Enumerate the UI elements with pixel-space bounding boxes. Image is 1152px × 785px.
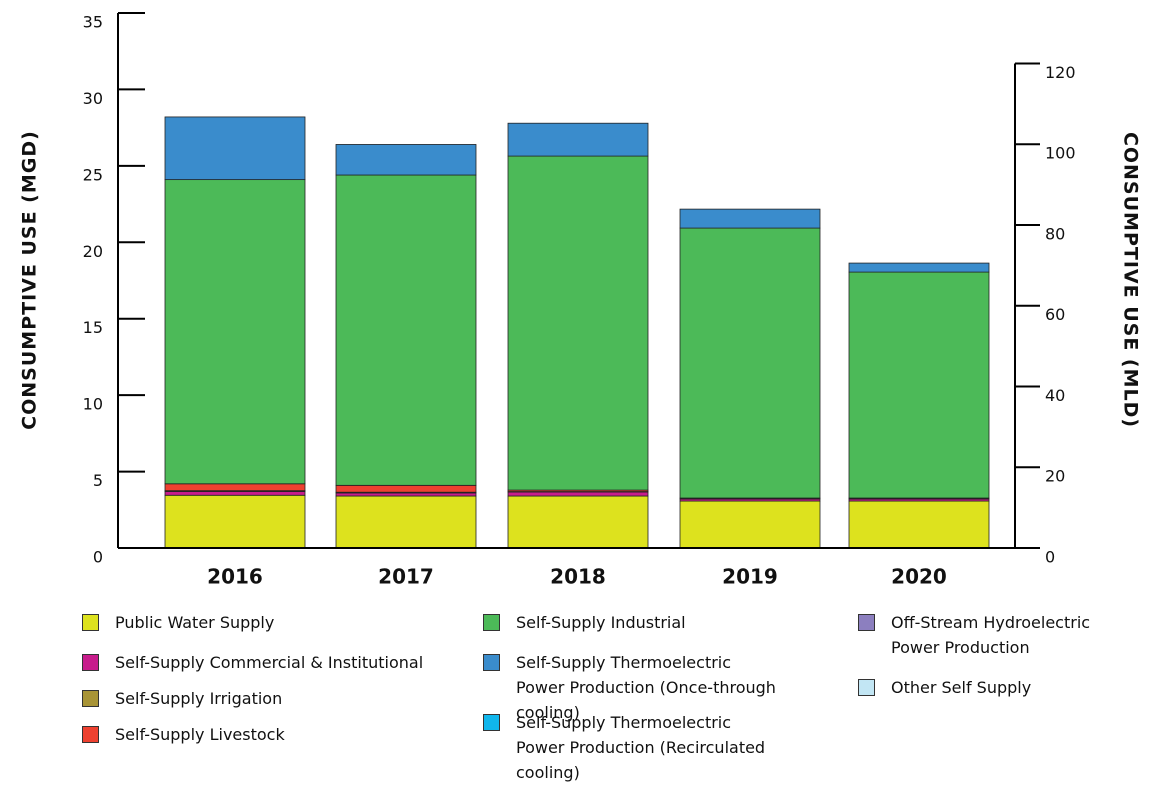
y-tick-label: 30	[83, 89, 103, 108]
y2-axis-title: CONSUMPTIVE USE (MLD)	[1120, 132, 1142, 428]
bar-segment	[336, 144, 476, 175]
legend-swatch	[483, 654, 500, 671]
legend-swatch	[82, 726, 99, 743]
legend-swatch	[82, 654, 99, 671]
y-axis-title: CONSUMPTIVE USE (MGD)	[19, 130, 41, 430]
y2-tick-label: 100	[1045, 144, 1076, 163]
bar-segment	[336, 493, 476, 496]
bar-segment	[508, 492, 648, 496]
legend-label: Off-Stream Hydroelectric Power Productio…	[891, 610, 1098, 660]
legend-label: Public Water Supply	[115, 610, 274, 635]
bar-segment	[336, 496, 476, 548]
page: {"chart_data": { "type": "stacked_bar", …	[0, 0, 1152, 756]
bar-segment	[849, 263, 989, 272]
bar-segment	[165, 180, 305, 484]
bar-segment	[336, 485, 476, 492]
legend-item: Public Water Supply	[82, 610, 412, 635]
bar-segment	[165, 495, 305, 548]
y-tick-label: 25	[83, 165, 103, 184]
legend-item: Self-Supply Commercial & Institutional	[82, 650, 462, 675]
y-tick-label: 0	[93, 548, 103, 567]
y2-tick-label: 80	[1045, 224, 1065, 243]
legend-label: Self-Supply Commercial & Institutional	[115, 650, 423, 675]
legend-label: Self-Supply Irrigation	[115, 686, 282, 711]
bar-segment	[508, 123, 648, 156]
bar-segment	[165, 484, 305, 491]
bar-segment	[165, 491, 305, 495]
legend-item: Off-Stream Hydroelectric Power Productio…	[858, 610, 1098, 660]
y2-tick-label: 120	[1045, 63, 1076, 82]
bar-segment	[165, 117, 305, 180]
legend-swatch	[858, 679, 875, 696]
legend-item: Self-Supply Thermoelectric Power Product…	[483, 710, 783, 785]
x-tick-label: 2019	[722, 565, 778, 589]
y-tick-label: 20	[83, 242, 103, 261]
y2-tick-label: 60	[1045, 305, 1065, 324]
bar-segment	[849, 501, 989, 548]
x-tick-label: 2020	[891, 565, 947, 589]
bar-segment	[680, 209, 820, 228]
legend-label: Self-Supply Livestock	[115, 722, 285, 747]
legend-swatch	[483, 614, 500, 631]
bar-segment	[508, 496, 648, 548]
legend-swatch	[82, 614, 99, 631]
bar-segment	[680, 501, 820, 548]
legend-swatch	[858, 614, 875, 631]
legend-item: Other Self Supply	[858, 675, 1098, 700]
legend-item: Self-Supply Irrigation	[82, 686, 412, 711]
legend-item: Self-Supply Livestock	[82, 722, 412, 747]
bar-segment	[680, 228, 820, 498]
x-tick-label: 2018	[550, 565, 606, 589]
y2-tick-label: 40	[1045, 386, 1065, 405]
legend-swatch	[82, 690, 99, 707]
y-tick-label: 5	[93, 471, 103, 490]
y-tick-label: 10	[83, 395, 103, 414]
legend-swatch	[483, 714, 500, 731]
x-tick-label: 2016	[207, 565, 263, 589]
legend-label: Other Self Supply	[891, 675, 1031, 700]
bar-segment	[849, 272, 989, 498]
y-tick-label: 15	[83, 318, 103, 337]
y-tick-label: 35	[83, 13, 103, 32]
bar-segment	[508, 156, 648, 490]
y2-tick-label: 20	[1045, 467, 1065, 486]
legend-item: Self-Supply Industrial	[483, 610, 813, 635]
bar-segment	[336, 175, 476, 485]
y2-tick-label: 0	[1045, 548, 1055, 567]
x-tick-label: 2017	[378, 565, 434, 589]
legend-label: Self-Supply Industrial	[516, 610, 686, 635]
legend-label: Self-Supply Thermoelectric Power Product…	[516, 710, 783, 785]
